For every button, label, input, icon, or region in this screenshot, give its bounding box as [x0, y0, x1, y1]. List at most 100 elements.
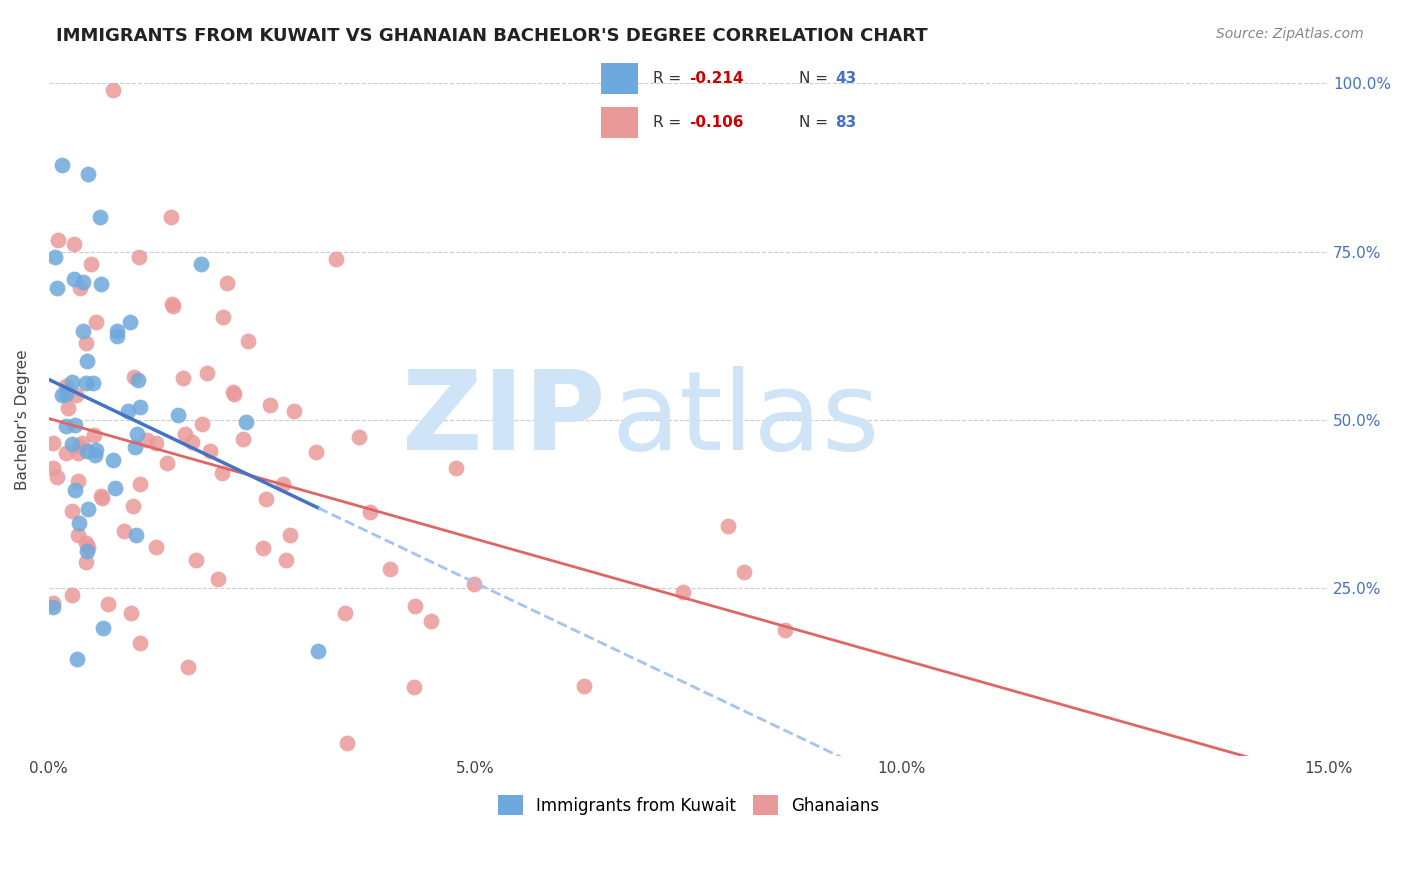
Point [75, 536, 97, 550]
Point [51, 388, 73, 402]
Point [55, 445, 77, 459]
Point [215, 276, 238, 290]
Point [235, 415, 257, 429]
Point [305, 444, 328, 458]
Point [211, 466, 233, 480]
Point [67, 528, 90, 542]
Point [72, 275, 94, 289]
Point [84, 442, 107, 457]
Point [276, 552, 298, 566]
Point [55, 379, 77, 393]
Point [222, 384, 245, 399]
Point [190, 257, 212, 271]
Point [93, 621, 115, 635]
Point [42, 600, 65, 615]
Point [42, 460, 65, 475]
Point [70, 435, 93, 450]
Point [129, 636, 152, 650]
Point [124, 440, 146, 454]
Point [75, 555, 97, 569]
Point [444, 461, 467, 475]
Point [136, 433, 159, 447]
Point [207, 572, 229, 586]
Point [307, 644, 329, 658]
Point [101, 83, 124, 97]
Text: 43: 43 [835, 70, 856, 86]
Point [117, 404, 139, 418]
Point [190, 417, 212, 431]
Point [67, 516, 90, 530]
Point [420, 614, 443, 628]
Point [76, 543, 98, 558]
Point [60, 588, 83, 602]
Point [83, 427, 105, 442]
Text: 83: 83 [835, 115, 856, 130]
Point [121, 499, 143, 513]
Point [63, 417, 86, 432]
Point [89, 211, 111, 225]
Y-axis label: Bachelor's Degree: Bachelor's Degree [15, 350, 30, 491]
Point [181, 435, 204, 450]
Point [66, 446, 89, 460]
Point [65, 388, 87, 402]
Point [63, 237, 86, 252]
Point [198, 443, 221, 458]
Text: IMMIGRANTS FROM KUWAIT VS GHANAIAN BACHELOR'S DEGREE CORRELATION CHART: IMMIGRANTS FROM KUWAIT VS GHANAIAN BACHE… [56, 27, 928, 45]
Point [252, 541, 274, 555]
Point [60, 437, 83, 451]
Point [232, 432, 254, 446]
Point [211, 310, 233, 325]
Point [77, 502, 100, 516]
Point [62, 375, 84, 389]
Point [65, 483, 87, 497]
Point [51, 158, 73, 172]
Point [67, 474, 90, 488]
Text: N =: N = [799, 70, 832, 86]
Text: Source: ZipAtlas.com: Source: ZipAtlas.com [1216, 27, 1364, 41]
Point [129, 477, 152, 491]
Point [45, 470, 67, 484]
Point [177, 660, 200, 674]
Point [236, 334, 259, 348]
Point [278, 528, 301, 542]
Point [174, 427, 197, 442]
Point [271, 476, 294, 491]
Point [359, 505, 381, 519]
Point [46, 281, 69, 295]
Point [259, 398, 281, 412]
Point [333, 606, 356, 620]
Point [90, 277, 112, 291]
Point [167, 408, 190, 422]
Point [172, 371, 194, 385]
Point [671, 585, 693, 599]
Point [55, 419, 77, 434]
Point [42, 596, 65, 610]
Point [145, 541, 167, 555]
Point [79, 257, 101, 271]
Point [44, 250, 66, 264]
Point [67, 439, 90, 453]
Point [82, 376, 104, 390]
Point [56, 401, 79, 416]
Point [91, 491, 114, 506]
Point [66, 652, 89, 666]
Point [160, 297, 183, 311]
Point [63, 272, 86, 286]
Point [84, 448, 107, 462]
Point [195, 366, 218, 380]
Point [145, 436, 167, 450]
Point [76, 354, 98, 368]
Point [75, 376, 97, 390]
Point [162, 299, 184, 313]
Point [105, 329, 128, 343]
Point [72, 324, 94, 338]
Text: N =: N = [799, 115, 832, 130]
Point [129, 400, 152, 414]
Point [733, 566, 755, 580]
Point [125, 427, 148, 442]
Point [404, 599, 426, 614]
Point [128, 250, 150, 264]
Point [104, 481, 127, 495]
Point [107, 324, 129, 338]
Point [222, 386, 245, 401]
